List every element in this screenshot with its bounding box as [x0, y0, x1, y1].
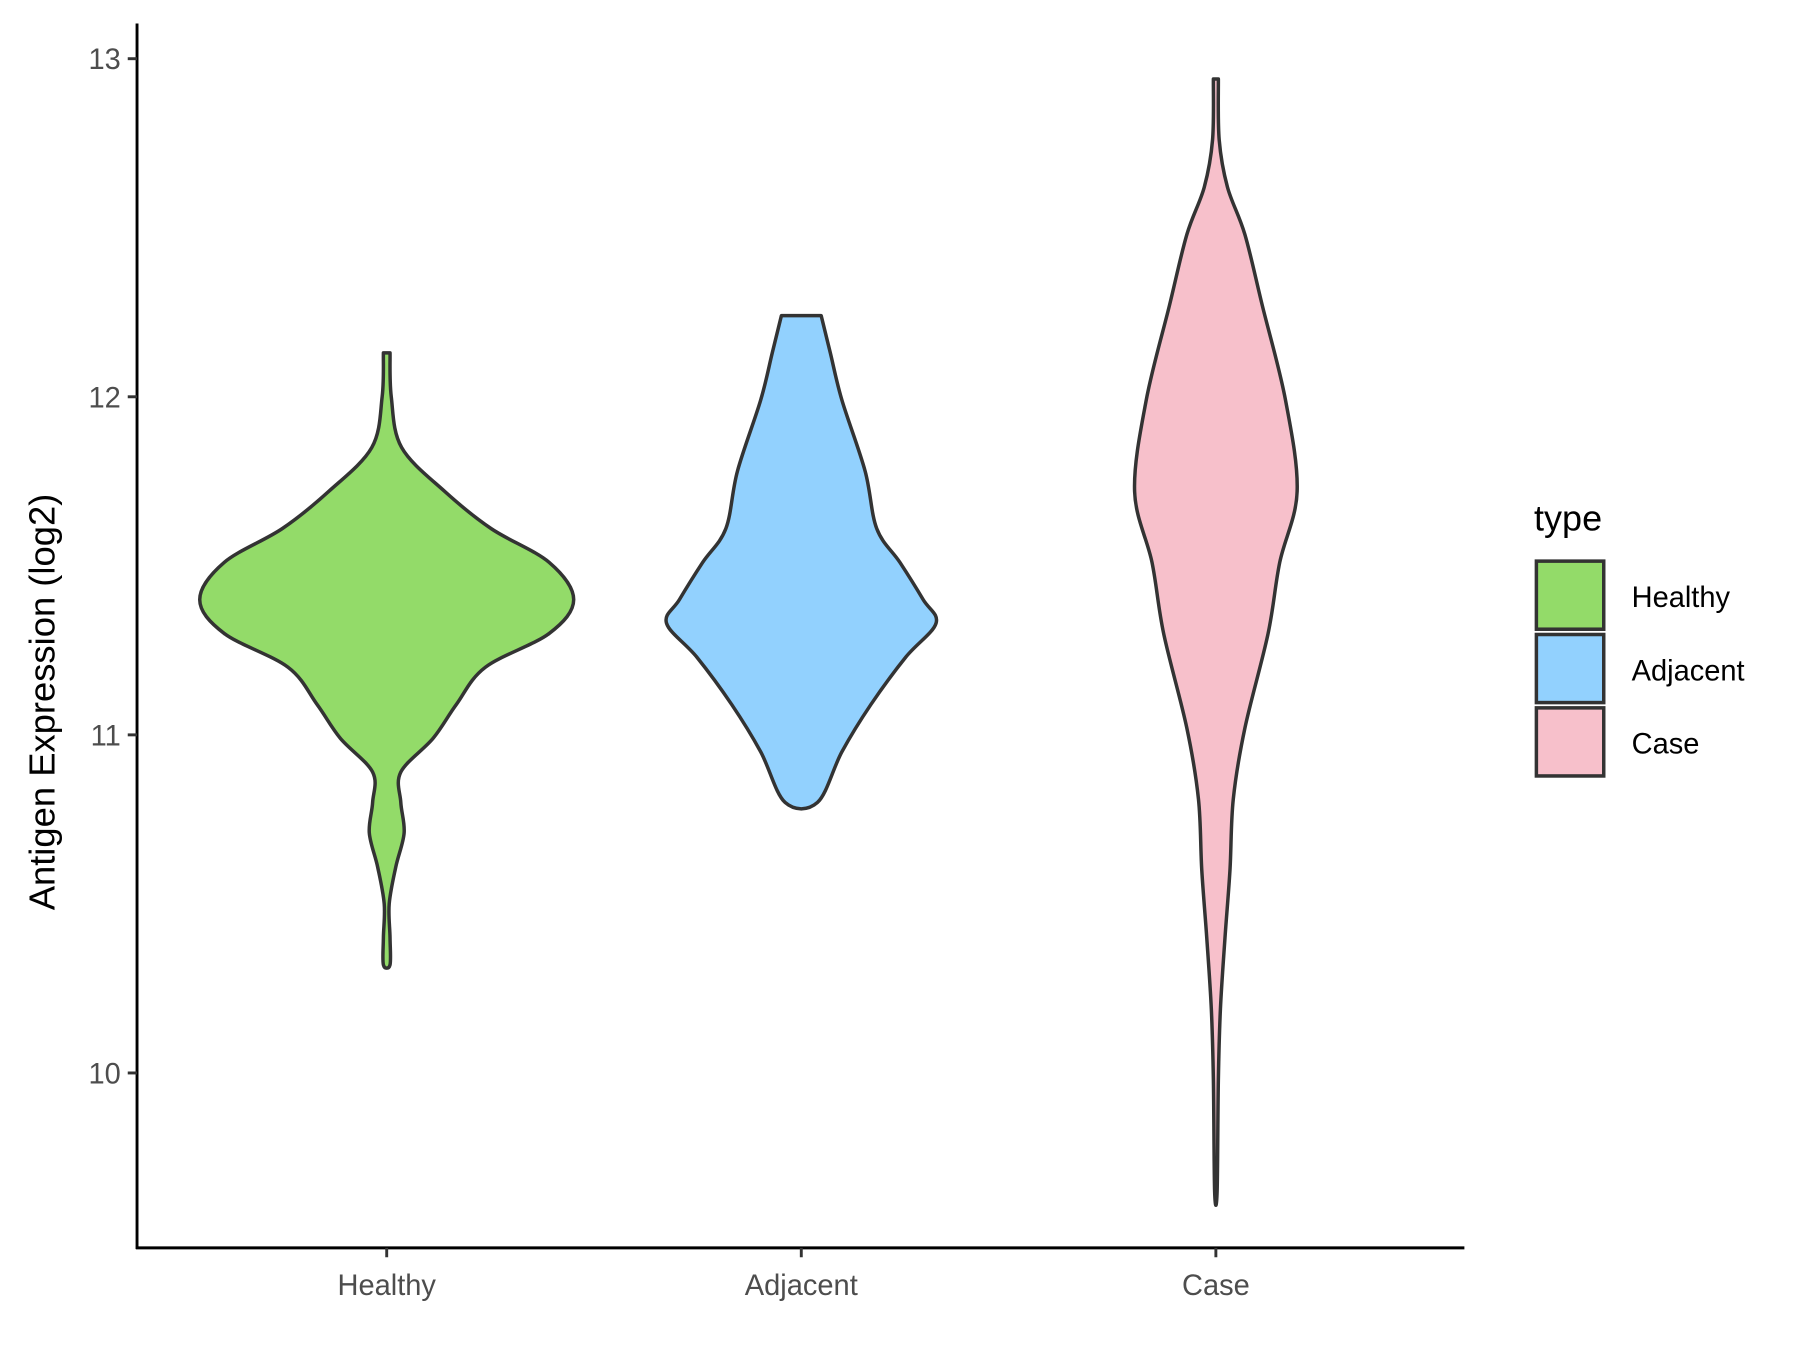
x-tick-label: Healthy	[337, 1270, 436, 1302]
violin-healthy	[197, 351, 576, 970]
legend-key-adjacent	[1534, 632, 1606, 705]
legend-label: Healthy	[1632, 582, 1731, 614]
violins	[197, 77, 1299, 1207]
legend-key-healthy	[1534, 559, 1606, 631]
legend: Healthy Adjacent Case	[1534, 559, 1745, 778]
y-tick-label: 13	[88, 44, 120, 76]
y-tick-label: 12	[88, 382, 120, 414]
x-tick-label: Adjacent	[745, 1270, 858, 1302]
y-tick-label: 11	[91, 720, 121, 752]
x-tick-label: Case	[1182, 1270, 1250, 1302]
violin-adjacent	[664, 313, 939, 811]
legend-label: Adjacent	[1632, 655, 1745, 687]
legend-label: Case	[1632, 729, 1700, 761]
violin-case	[1132, 77, 1299, 1207]
y-axis-label: Antigen Expression (log2)	[22, 494, 63, 911]
y-tick-label: 10	[88, 1058, 120, 1090]
legend-key-case	[1534, 706, 1606, 778]
x-ticks: Healthy Adjacent Case	[337, 1247, 1250, 1302]
y-ticks: 10 11 12 13	[88, 44, 138, 1091]
legend-title: type	[1534, 497, 1602, 538]
